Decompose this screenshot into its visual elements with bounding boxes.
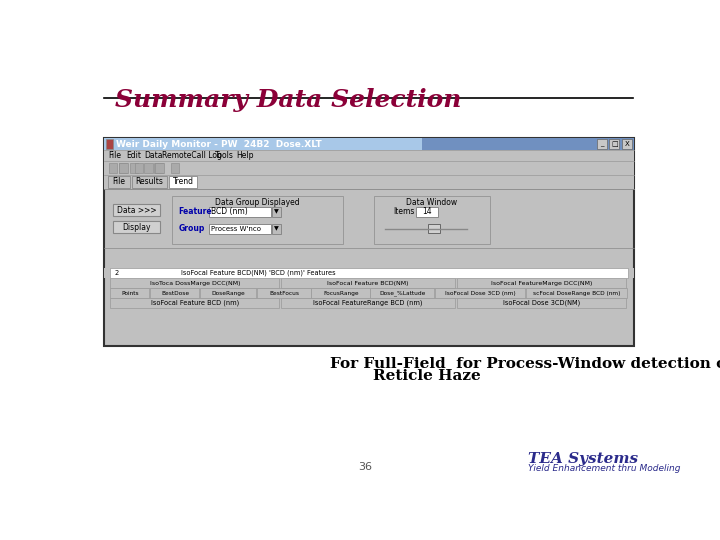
Bar: [154, 164, 163, 173]
Text: Feature: Feature: [179, 207, 212, 217]
Text: Weir Daily Monitor - PW  24B2  Dose.XLT: Weir Daily Monitor - PW 24B2 Dose.XLT: [117, 140, 322, 149]
Text: ▼: ▼: [274, 226, 279, 231]
Text: Points: Points: [122, 291, 139, 295]
Bar: [104, 161, 634, 175]
Text: Data: Data: [144, 151, 163, 160]
Bar: [110, 278, 279, 288]
Bar: [120, 164, 128, 173]
Bar: [110, 298, 279, 308]
Bar: [132, 176, 167, 188]
Bar: [597, 139, 607, 148]
Text: Results: Results: [135, 177, 163, 186]
Bar: [428, 224, 441, 233]
Bar: [155, 164, 163, 173]
Text: Dose_%Lattude: Dose_%Lattude: [379, 291, 426, 296]
Text: For Full-Field  for Process-Window detection of: For Full-Field for Process-Window detect…: [330, 356, 720, 370]
Text: Edit: Edit: [127, 151, 141, 160]
Text: File: File: [109, 151, 122, 160]
Bar: [311, 288, 369, 298]
Bar: [457, 298, 626, 308]
Text: Items: Items: [393, 207, 415, 217]
Text: FocusRange: FocusRange: [323, 291, 359, 295]
Bar: [108, 176, 130, 188]
Text: IsoFocal Feature BCD(NM): IsoFocal Feature BCD(NM): [328, 281, 409, 286]
Text: Data >>>: Data >>>: [117, 206, 156, 215]
Text: IsoFocal Feature BCD (nm): IsoFocal Feature BCD (nm): [150, 300, 239, 306]
Bar: [621, 139, 631, 148]
Bar: [113, 221, 160, 233]
Bar: [104, 268, 634, 278]
Bar: [169, 176, 197, 188]
Text: Process W'nco: Process W'nco: [211, 226, 261, 232]
Text: RemoteCall Log: RemoteCall Log: [162, 151, 222, 160]
Text: 14: 14: [423, 207, 432, 217]
Bar: [210, 224, 271, 234]
Bar: [272, 207, 281, 217]
Text: Help: Help: [236, 151, 253, 160]
Bar: [210, 207, 271, 217]
Text: IsoFocal Dose 3CD(NM): IsoFocal Dose 3CD(NM): [503, 300, 580, 306]
Text: Yield Enhancement thru Modeling: Yield Enhancement thru Modeling: [528, 464, 680, 473]
Bar: [370, 288, 434, 298]
Bar: [104, 150, 634, 161]
Text: ▼: ▼: [274, 210, 279, 214]
Text: 2: 2: [114, 270, 119, 276]
Text: _: _: [600, 141, 603, 147]
Bar: [106, 139, 113, 148]
Bar: [172, 197, 343, 244]
Text: BestFocus: BestFocus: [269, 291, 299, 295]
Text: DoseRange: DoseRange: [212, 291, 246, 295]
Bar: [104, 175, 634, 189]
Bar: [609, 139, 619, 148]
Text: IsoFocal Dose 3CD (nm): IsoFocal Dose 3CD (nm): [445, 291, 516, 295]
Bar: [257, 288, 310, 298]
Text: File: File: [112, 177, 125, 186]
Bar: [374, 197, 490, 244]
Text: IsoToca DossMarge DCC(NM): IsoToca DossMarge DCC(NM): [150, 281, 240, 286]
Text: IsoFocal FeatureMarge DCC(NM): IsoFocal FeatureMarge DCC(NM): [491, 281, 593, 286]
Bar: [110, 288, 150, 298]
Text: 36: 36: [358, 462, 372, 472]
Bar: [272, 224, 281, 234]
Bar: [457, 278, 626, 288]
Text: BestDose: BestDose: [161, 291, 189, 295]
Bar: [436, 288, 525, 298]
Text: Data Group Displayed: Data Group Displayed: [215, 198, 300, 207]
Text: Group: Group: [179, 224, 204, 233]
Text: Reticle Haze: Reticle Haze: [373, 369, 481, 383]
Bar: [171, 164, 179, 173]
Bar: [104, 138, 634, 346]
Bar: [113, 204, 160, 217]
Bar: [119, 164, 127, 173]
Bar: [109, 164, 117, 173]
Text: scFocal DoseRange BCD (nm): scFocal DoseRange BCD (nm): [533, 291, 621, 295]
Bar: [199, 288, 256, 298]
Bar: [281, 298, 456, 308]
Text: IsoFocal Feature BCD(NM) 'BCD (nm)' Features: IsoFocal Feature BCD(NM) 'BCD (nm)' Feat…: [181, 270, 336, 276]
Bar: [144, 164, 153, 173]
Text: X: X: [624, 141, 629, 147]
Bar: [135, 164, 143, 173]
Text: TEA Systems: TEA Systems: [528, 452, 638, 466]
Text: Summary Data Selection: Summary Data Selection: [114, 88, 462, 112]
Text: BCD (nm): BCD (nm): [211, 207, 248, 217]
Text: Trend: Trend: [173, 177, 194, 186]
Text: Display: Display: [122, 223, 150, 232]
Bar: [422, 138, 634, 150]
Bar: [104, 138, 422, 150]
Bar: [110, 268, 628, 278]
Text: Data Window: Data Window: [406, 198, 457, 207]
Bar: [130, 164, 138, 173]
Bar: [150, 288, 199, 298]
Text: IsoFocal FeatureRange BCD (nm): IsoFocal FeatureRange BCD (nm): [313, 300, 423, 306]
Text: □: □: [611, 141, 618, 147]
Bar: [526, 288, 627, 298]
Text: Tools: Tools: [215, 151, 234, 160]
Bar: [416, 207, 438, 217]
Bar: [281, 278, 456, 288]
